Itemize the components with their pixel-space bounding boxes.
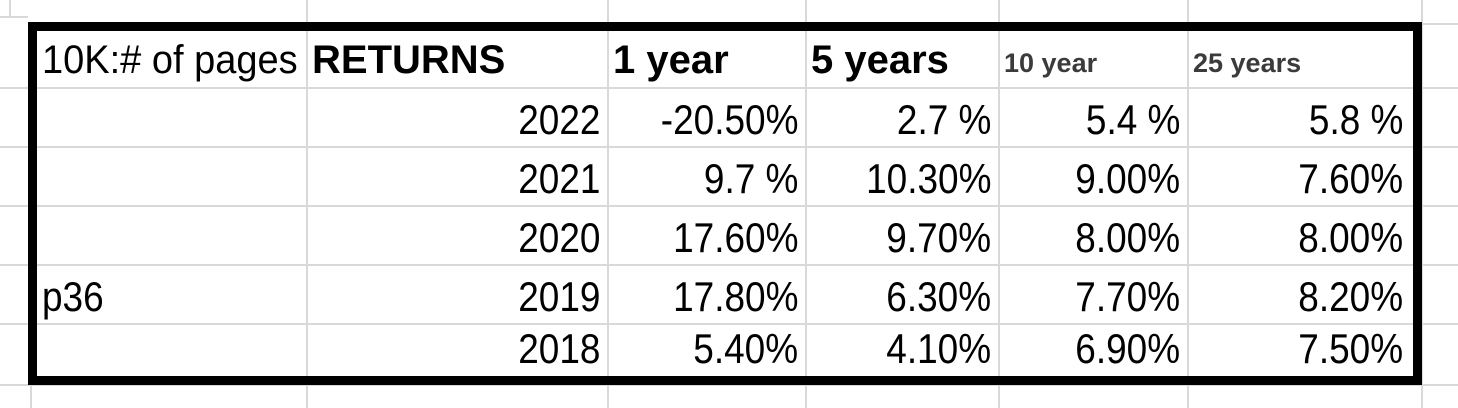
value-cell[interactable]: 8.00% [999, 206, 1188, 265]
value-cell[interactable]: 17.80% [608, 265, 806, 324]
header-label: 5 years [811, 38, 949, 82]
cell-text: 17.80% [672, 273, 798, 320]
year-cell[interactable]: 2018 [307, 324, 608, 376]
cell-text: 2020 [517, 214, 600, 261]
gridline-col-boundary [998, 0, 1000, 408]
gridline-col-boundary [1421, 0, 1423, 408]
gridline-row-boundary [0, 264, 1458, 266]
value-cell[interactable]: 7.50% [1188, 324, 1413, 376]
gridline-col-boundary [607, 0, 609, 408]
cell-text: 2.7 % [896, 96, 991, 143]
header-label: 10 year [1004, 48, 1098, 78]
cell-text: 2022 [517, 96, 600, 143]
cell-text: 8.00% [1075, 214, 1180, 261]
year-cell[interactable]: 2019 [307, 265, 608, 324]
value-cell[interactable]: 10.30% [806, 147, 999, 206]
gridline-top-right-row-stub [1421, 23, 1458, 25]
header-cell-10k-pages[interactable]: 10K:# of pages [37, 31, 307, 88]
gridline-row-boundary [0, 87, 1458, 89]
cell-text: 10.30% [865, 155, 991, 202]
year-cell[interactable]: 2022 [307, 88, 608, 147]
value-cell[interactable]: 9.70% [806, 206, 999, 265]
cell-text: 5.4 % [1085, 96, 1180, 143]
value-cell[interactable]: 6.30% [806, 265, 999, 324]
gridline-row-boundary [0, 323, 1458, 325]
cell-text: 2021 [517, 155, 600, 202]
year-cell[interactable]: 2020 [307, 206, 608, 265]
cell-text: 5.40% [693, 325, 798, 372]
note-cell[interactable] [37, 206, 307, 265]
cell-text: 2018 [517, 325, 600, 372]
value-cell[interactable]: 8.20% [1188, 265, 1413, 324]
header-cell-10-year[interactable]: 10 year [999, 31, 1188, 88]
cell-text: 9.70% [886, 214, 991, 261]
cell-text: 7.60% [1298, 155, 1403, 202]
cell-text: -20.50% [660, 96, 798, 143]
gridline-row-boundary [0, 146, 1458, 148]
gridline-row-boundary [0, 205, 1458, 207]
value-cell[interactable]: 6.90% [999, 324, 1188, 376]
note-cell[interactable] [37, 324, 307, 376]
cell-text: 8.20% [1298, 273, 1403, 320]
value-cell[interactable]: 5.40% [608, 324, 806, 376]
cell-text: p36 [42, 273, 104, 320]
header-cell-1-year[interactable]: 1 year [608, 31, 806, 88]
gridline-col-boundary [805, 0, 807, 408]
cell-text: 5.8 % [1308, 96, 1403, 143]
cell-text: 9.00% [1075, 155, 1180, 202]
gridline-col-boundary [306, 0, 308, 408]
value-cell[interactable]: 5.4 % [999, 88, 1188, 147]
value-cell[interactable]: 5.8 % [1188, 88, 1413, 147]
header-label: 25 years [1193, 48, 1302, 78]
header-label: 1 year [613, 38, 729, 82]
cell-text: 7.50% [1298, 325, 1403, 372]
gridline-top-left-row-stub [0, 16, 28, 18]
header-label: 10K:# of pages [42, 38, 298, 82]
value-cell[interactable]: -20.50% [608, 88, 806, 147]
value-cell[interactable]: 9.00% [999, 147, 1188, 206]
gridline-row-boundary [0, 384, 1458, 386]
gridline-col-boundary [1187, 0, 1189, 408]
cell-text: 9.7 % [703, 155, 798, 202]
cell-text: 8.00% [1298, 214, 1403, 261]
value-cell[interactable]: 2.7 % [806, 88, 999, 147]
header-cell-returns[interactable]: RETURNS [307, 31, 608, 88]
cell-text: 6.30% [886, 273, 991, 320]
note-cell-p36[interactable]: p36 [37, 265, 307, 324]
note-cell[interactable] [37, 88, 307, 147]
value-cell[interactable]: 17.60% [608, 206, 806, 265]
note-cell[interactable] [37, 147, 307, 206]
header-cell-5-years[interactable]: 5 years [806, 31, 999, 88]
value-cell[interactable]: 4.10% [806, 324, 999, 376]
returns-table: 10K:# of pages RETURNS 1 year 5 years 10… [37, 31, 1413, 376]
cell-text: 7.70% [1075, 273, 1180, 320]
value-cell[interactable]: 7.70% [999, 265, 1188, 324]
cell-text: 6.90% [1075, 325, 1180, 372]
value-cell[interactable]: 7.60% [1188, 147, 1413, 206]
value-cell[interactable]: 8.00% [1188, 206, 1413, 265]
cell-text: 4.10% [886, 325, 991, 372]
header-label: RETURNS [312, 38, 506, 82]
cell-text: 17.60% [672, 214, 798, 261]
header-cell-25-years[interactable]: 25 years [1188, 31, 1413, 88]
value-cell[interactable]: 9.7 % [608, 147, 806, 206]
gridline-bottom-left-stub [30, 384, 32, 408]
cell-text: 2019 [517, 273, 600, 320]
year-cell[interactable]: 2021 [307, 147, 608, 206]
gridline-top-left-stub [9, 0, 11, 17]
